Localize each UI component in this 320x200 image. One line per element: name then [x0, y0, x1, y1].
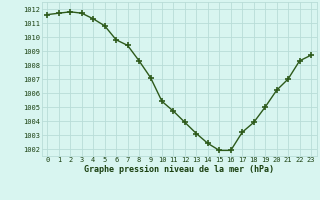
X-axis label: Graphe pression niveau de la mer (hPa): Graphe pression niveau de la mer (hPa) — [84, 165, 274, 174]
